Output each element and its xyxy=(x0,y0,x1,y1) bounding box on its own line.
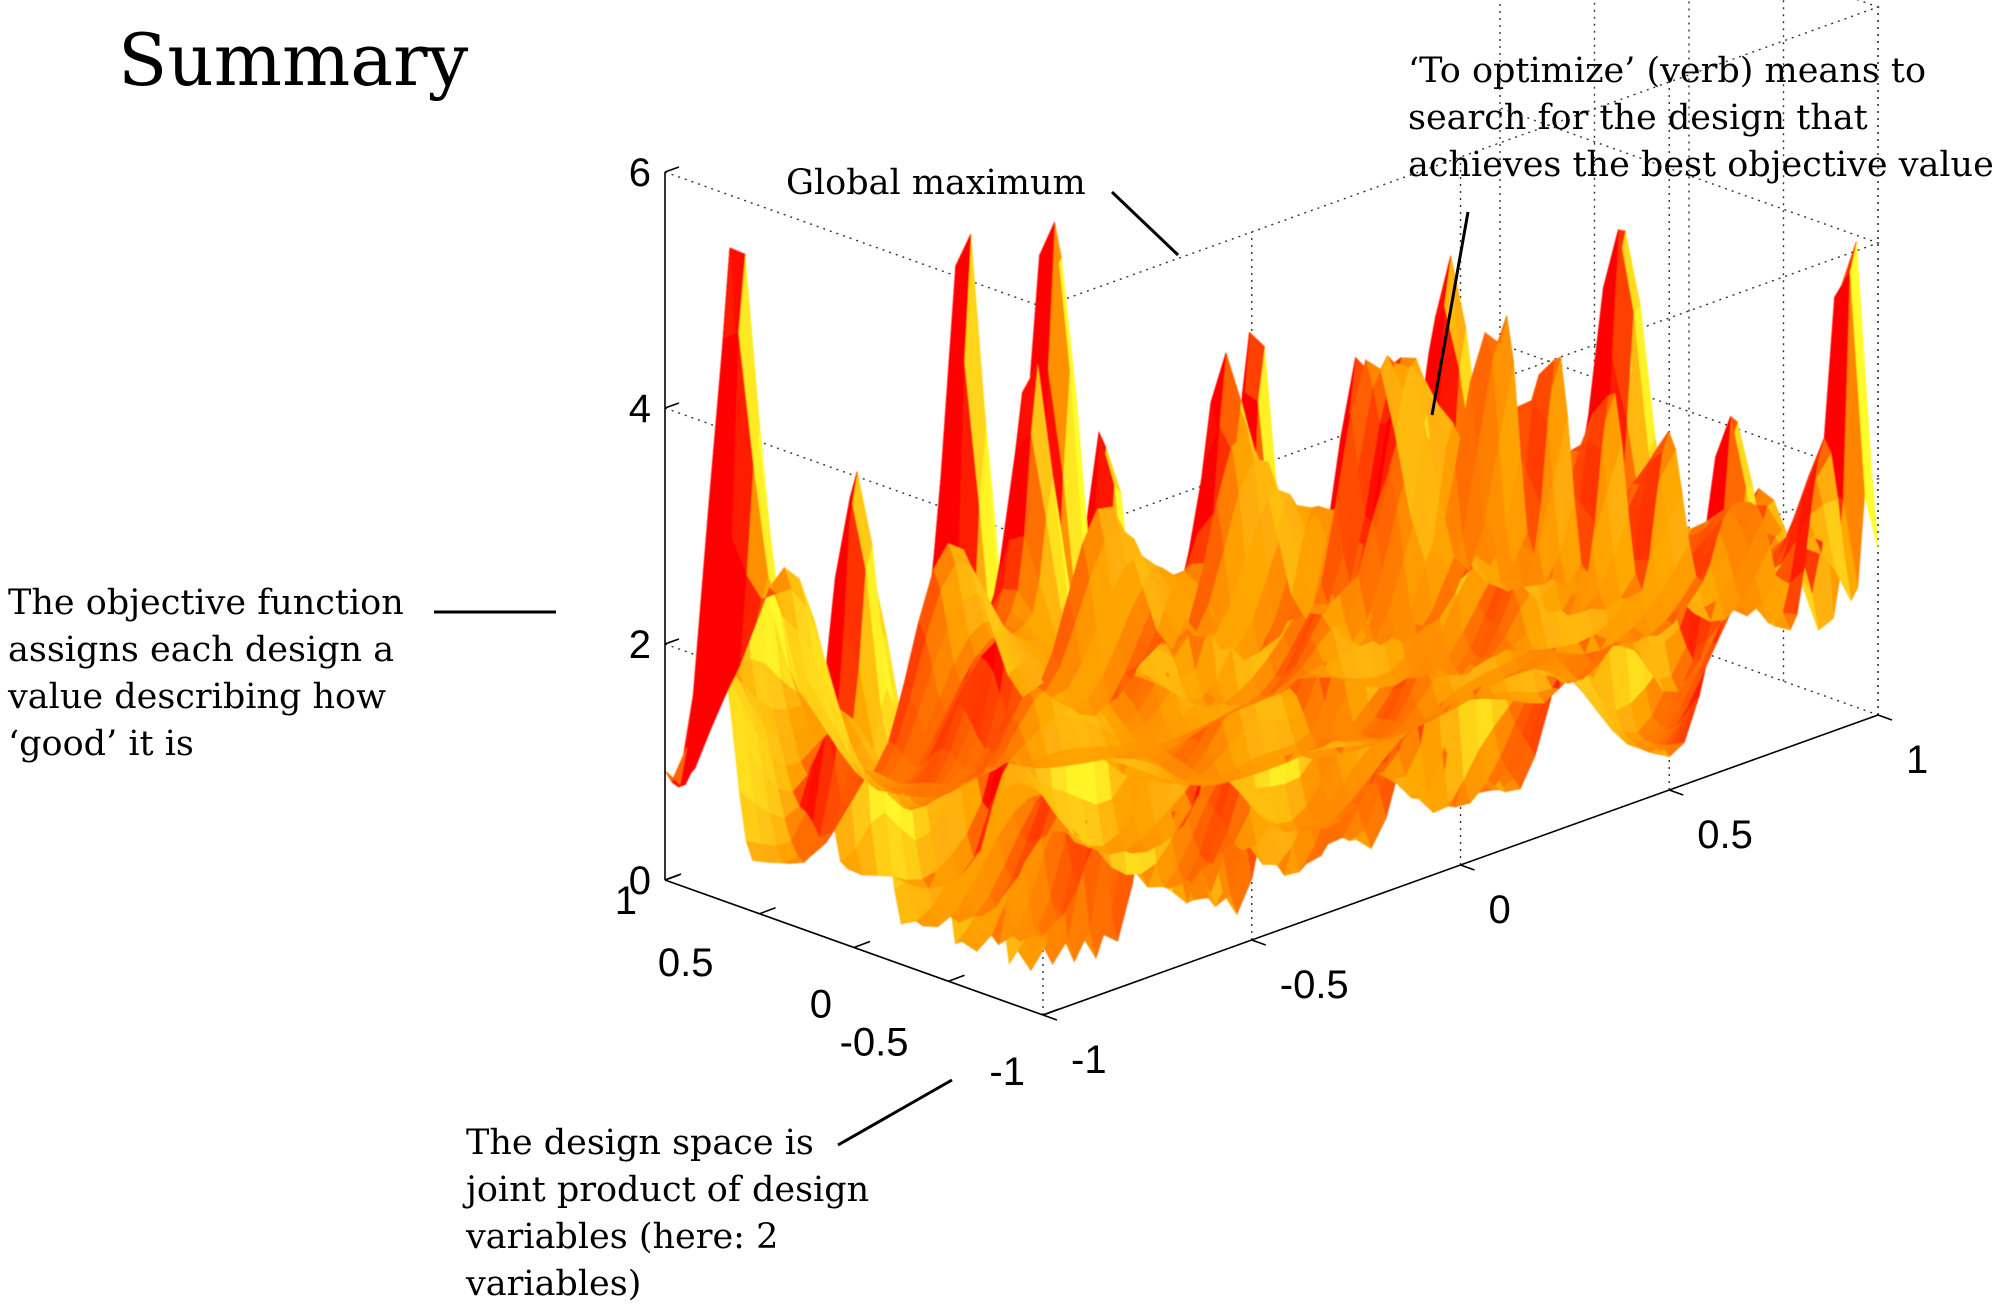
z-tick xyxy=(664,166,680,173)
y-tick-label--0.5: -0.5 xyxy=(1280,963,1349,1007)
annotation-leader-lines xyxy=(434,190,1470,1147)
y-tick xyxy=(1042,1014,1058,1021)
z-tick-label-0: 0 xyxy=(629,859,651,903)
x-tick xyxy=(948,974,965,982)
page-title: Summary xyxy=(118,18,469,102)
x-tick xyxy=(1042,1008,1060,1016)
x-tick xyxy=(664,873,682,881)
x-tick xyxy=(853,940,871,949)
x-tick-label--1: -1 xyxy=(989,1050,1025,1094)
y-tick xyxy=(1460,864,1475,871)
y-tick-label-0: 0 xyxy=(1489,888,1511,932)
objective-function-annotation: The objective function assigns each desi… xyxy=(8,583,404,764)
objective-surface xyxy=(664,221,1879,972)
y-tick xyxy=(1877,714,1893,721)
z-tick xyxy=(664,638,680,645)
x-tick-label--0.5: -0.5 xyxy=(840,1020,909,1064)
z-tick xyxy=(664,402,680,409)
y-tick-label-1: 1 xyxy=(1906,738,1928,782)
surface-patch xyxy=(664,747,688,786)
global-maximum-annotation: Global maximum xyxy=(786,163,1086,203)
x-tick xyxy=(759,907,776,915)
x-tick-label-0: 0 xyxy=(810,983,832,1027)
design-space-annotation: The design space is joint product of des… xyxy=(466,1123,870,1304)
x-tick-label-0.5: 0.5 xyxy=(658,941,714,985)
x-tick-label-1: 1 xyxy=(615,879,637,923)
plot-axes xyxy=(664,166,1893,1021)
y-tick xyxy=(1668,789,1684,796)
y-tick-label--1: -1 xyxy=(1071,1038,1107,1082)
optimize-annotation: ‘To optimize’ (verb) means to search for… xyxy=(1408,51,1994,185)
y-tick-label-0.5: 0.5 xyxy=(1697,813,1753,857)
grid-line xyxy=(664,0,1881,308)
z-tick-label-2: 2 xyxy=(629,623,651,667)
z-tick-label-4: 4 xyxy=(629,387,651,431)
design-space-leader-line xyxy=(837,1078,953,1147)
z-tick-label-6: 6 xyxy=(629,151,651,195)
global-maximum-leader-line xyxy=(1110,190,1180,257)
optimize-leader-line xyxy=(1430,211,1470,416)
y-tick xyxy=(1251,939,1267,946)
